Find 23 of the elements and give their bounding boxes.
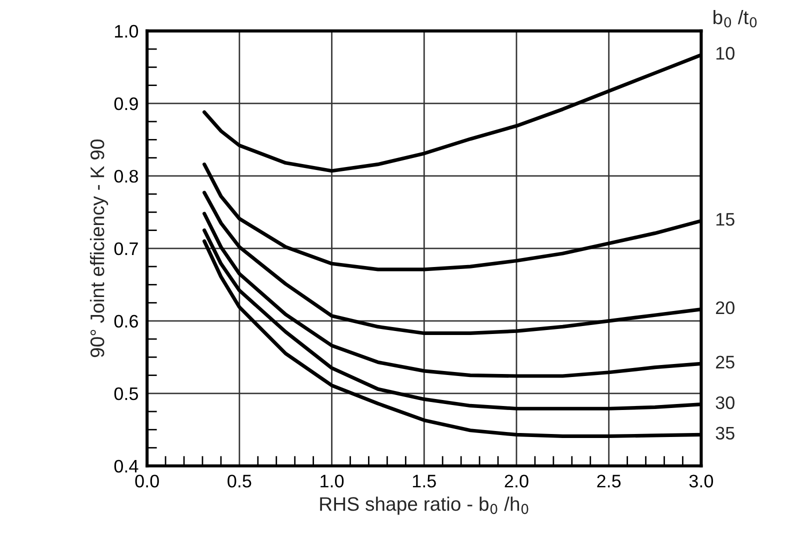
y-tick-label: 0.8 (114, 170, 138, 183)
x-tick-label: 2.0 (504, 474, 528, 488)
series-label: 30 (716, 396, 734, 410)
x-tick-label: 3.0 (689, 474, 714, 488)
y-tick-label: 1.0 (115, 24, 138, 38)
y-axis-title: 90° Joint efficiency - Κ 90 (90, 140, 108, 358)
x-tick-label: 0.0 (135, 474, 159, 488)
x-tick-label: 2.5 (597, 474, 621, 488)
x-tick-label: 1.0 (320, 474, 344, 488)
legend-title: b$_{0}$ /t$_{0}$ (714, 10, 757, 28)
x-tick-label: 0.5 (228, 474, 252, 488)
series-label: 35 (716, 426, 734, 440)
y-tick-label: 0.5 (114, 387, 138, 400)
series-label: 10 (716, 46, 734, 60)
x-tick-label: 1.5 (412, 474, 436, 488)
series-label: 20 (716, 301, 734, 314)
x-axis-title: RHS shape ratio - b$_{0}$ /h$_{0}$ (320, 496, 528, 515)
y-tick-label: 0.7 (114, 242, 138, 256)
y-tick-label: 0.4 (114, 460, 138, 473)
series-label: 25 (716, 356, 734, 369)
series-label: 15 (716, 213, 734, 226)
y-tick-label: 0.6 (114, 314, 138, 328)
y-tick-label: 0.9 (114, 97, 138, 110)
